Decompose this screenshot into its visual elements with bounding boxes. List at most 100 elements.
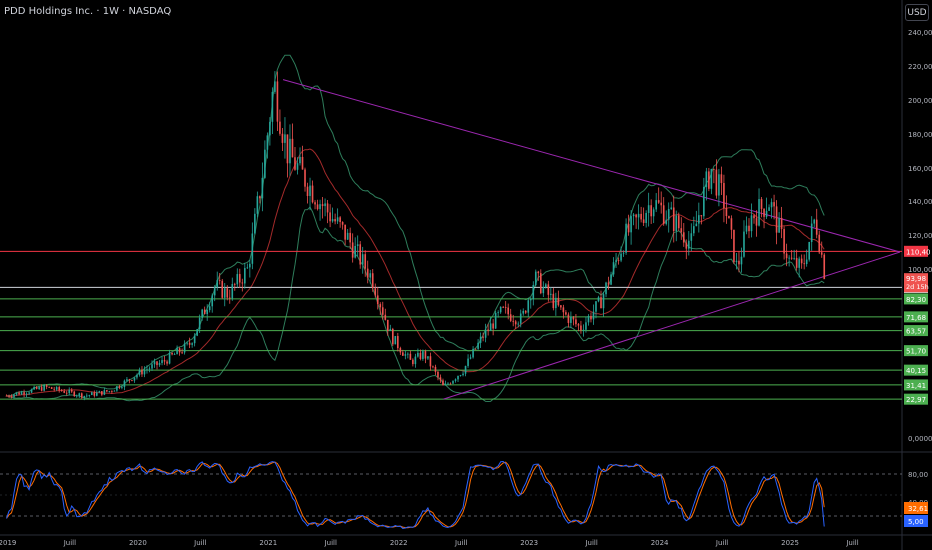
candle-body	[657, 200, 660, 203]
candle-body	[158, 362, 161, 366]
candle-body	[424, 351, 427, 359]
time-tick-label: 2022	[390, 539, 408, 547]
candle-body	[452, 380, 454, 384]
candle-body	[188, 342, 191, 345]
time-tick-label: 2023	[520, 539, 538, 547]
price-tick-label: 180,00	[908, 131, 932, 139]
candle-body	[45, 385, 48, 387]
candle-body	[73, 391, 76, 397]
candle-body	[788, 257, 790, 259]
candle-body	[25, 393, 28, 395]
time-tick-label: Juill	[845, 539, 858, 547]
candle-body	[545, 284, 547, 288]
candle-body	[153, 361, 156, 365]
candle-body	[306, 186, 309, 196]
candle-body	[572, 316, 575, 320]
candle-body	[472, 348, 474, 358]
candle-body	[444, 383, 447, 386]
candle-body	[793, 258, 795, 259]
candle-body	[356, 244, 359, 246]
time-tick-label: Juill	[63, 539, 76, 547]
candle-body	[203, 309, 206, 315]
candle-body	[211, 295, 214, 307]
candle-body	[351, 242, 354, 258]
level-price-tag	[904, 345, 928, 357]
candle-body	[730, 218, 733, 230]
bollinger-lower	[6, 206, 825, 403]
candle-body	[30, 389, 33, 393]
last-price-tag	[904, 273, 928, 293]
candle-body	[316, 204, 319, 210]
candle-body	[692, 226, 695, 234]
candle-body	[218, 280, 221, 281]
candle-body	[321, 204, 324, 207]
candle-body	[650, 205, 652, 217]
candle-body	[233, 283, 236, 285]
candle-body	[557, 297, 560, 306]
candle-body	[50, 387, 53, 389]
candle-body	[163, 360, 166, 362]
time-tick-label: 2021	[259, 539, 277, 547]
candle-body	[251, 233, 254, 264]
candle-body	[738, 260, 740, 265]
candle-body	[301, 156, 304, 170]
candle-body	[346, 232, 349, 240]
candle-body	[40, 387, 43, 391]
candle-body	[507, 307, 510, 315]
time-tick-label: Juill	[454, 539, 467, 547]
candle-body	[517, 323, 520, 325]
candle-body	[735, 260, 738, 263]
candle-body	[349, 232, 351, 243]
candle-body	[256, 196, 259, 214]
candle-body	[121, 387, 123, 388]
candle-body	[331, 219, 334, 222]
candle-body	[5, 395, 8, 397]
candle-body	[101, 391, 103, 395]
level-price-text: 51,70	[906, 348, 926, 356]
time-tick-label: 2025	[781, 539, 799, 547]
candle-body	[284, 134, 286, 143]
candle-body	[361, 254, 364, 265]
candle-body	[264, 149, 266, 178]
candle-body	[108, 391, 111, 392]
candle-body	[173, 354, 176, 355]
candle-body	[560, 305, 562, 308]
candle-body	[412, 359, 414, 365]
candle-body	[457, 375, 459, 380]
candle-body	[492, 323, 494, 329]
candle-body	[88, 395, 91, 396]
price-tick-label: 140,00	[908, 198, 932, 206]
candle-body	[509, 314, 512, 321]
candle-body	[660, 202, 663, 206]
candle-body	[442, 380, 444, 386]
candle-body	[221, 280, 224, 298]
candle-body	[419, 352, 422, 359]
candle-body	[770, 202, 773, 208]
candle-body	[15, 392, 18, 395]
candle-body	[434, 366, 437, 372]
candle-body	[818, 234, 821, 253]
candle-body	[484, 329, 487, 338]
candle-body	[740, 256, 743, 265]
price-tick-label: 120,00	[908, 232, 932, 240]
candle-body	[587, 315, 590, 323]
candle-body	[286, 134, 289, 164]
candle-body	[695, 223, 698, 227]
osc-value-text: 5,00	[908, 518, 924, 526]
candle-body	[780, 217, 783, 230]
candle-body	[607, 282, 610, 285]
candle-body	[790, 257, 793, 259]
candle-body	[13, 394, 15, 397]
candle-body	[758, 199, 760, 226]
currency-button[interactable]: USD	[905, 4, 929, 21]
candle-body	[763, 208, 765, 217]
candle-body	[146, 369, 148, 371]
candle-body	[778, 217, 780, 233]
candle-body	[429, 356, 432, 367]
candle-body	[58, 387, 61, 391]
level-price-text: 31,41	[906, 382, 926, 390]
candle-body	[489, 323, 492, 331]
candle-body	[329, 212, 331, 222]
candle-body	[93, 392, 96, 396]
